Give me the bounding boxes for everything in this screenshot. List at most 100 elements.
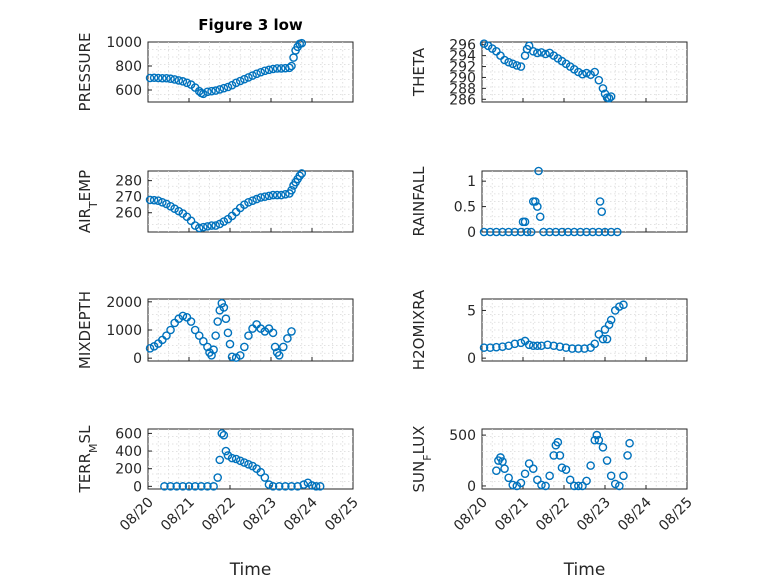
data-point — [211, 86, 220, 95]
x-tick-label: 08/21 — [492, 495, 532, 535]
y-tick-label: 0 — [467, 479, 476, 495]
data-point — [149, 73, 159, 83]
data-point — [153, 196, 163, 205]
data-point — [260, 473, 270, 482]
data-point — [492, 342, 501, 352]
data-point — [594, 227, 604, 237]
data-point — [311, 482, 321, 491]
data-point — [549, 451, 559, 460]
data-point — [500, 55, 509, 65]
data-point — [203, 87, 212, 97]
data-point — [533, 202, 542, 211]
data-point — [264, 65, 274, 75]
data-point — [533, 475, 542, 485]
data-point — [557, 463, 567, 472]
x-axis-label: Time — [229, 560, 272, 580]
data-point — [582, 476, 591, 486]
data-point — [574, 344, 583, 353]
data-point — [153, 73, 163, 83]
data-point — [274, 482, 284, 491]
data-point — [244, 73, 253, 82]
data-point — [516, 62, 526, 71]
data-point — [145, 344, 155, 353]
data-point — [178, 482, 188, 491]
data-point — [533, 341, 542, 351]
data-point — [597, 207, 607, 216]
data-point — [586, 461, 595, 470]
subplot-6: 5 0 H2OMIXRA — [410, 289, 688, 370]
y-tick-label: 5 — [467, 303, 476, 319]
y-tick-label: 0 — [467, 351, 476, 367]
data-point — [215, 455, 225, 465]
data-point — [178, 311, 188, 321]
data-point — [549, 341, 559, 351]
x-tick-label: 08/20 — [117, 495, 157, 535]
data-point — [619, 471, 628, 481]
data-point — [196, 482, 206, 491]
data-point — [602, 334, 612, 344]
y-axis-label: MIXDEPTH — [76, 291, 94, 369]
data-point — [268, 190, 278, 200]
data-point — [287, 185, 296, 195]
subplot-5: 2000 1000 0 MIXDEPTH — [76, 291, 354, 369]
data-point — [231, 353, 241, 362]
data-point — [276, 190, 286, 200]
data-point — [619, 300, 628, 310]
y-tick-label: 270 — [115, 190, 142, 206]
y-tick-label: 1 — [467, 174, 476, 190]
data-point — [256, 67, 266, 77]
y-tick-label: 294 — [449, 49, 476, 65]
data-point — [590, 435, 600, 445]
data-point — [504, 473, 513, 483]
data-point — [594, 435, 604, 445]
data-point — [287, 61, 296, 71]
x-tick-label: 08/25 — [656, 495, 696, 535]
data-point — [606, 92, 616, 101]
data-point — [537, 480, 546, 490]
data-point — [582, 227, 591, 237]
data-point — [252, 194, 261, 204]
data-point — [158, 73, 167, 83]
y-tick-label: 2000 — [106, 295, 142, 311]
data-point — [492, 227, 501, 237]
y-tick-label: 200 — [115, 462, 142, 478]
y-tick-label: 800 — [115, 59, 142, 75]
data-point — [590, 339, 600, 349]
y-tick-label: 600 — [115, 426, 142, 442]
y-tick-label: 0 — [133, 351, 142, 367]
data-point — [610, 479, 620, 489]
data-point — [524, 41, 534, 51]
data-point — [170, 75, 179, 84]
data-point — [211, 331, 220, 340]
y-tick-label: 260 — [115, 206, 142, 222]
y-axis-label-subscript: M — [87, 443, 100, 453]
data-point — [512, 61, 522, 70]
data-point — [207, 86, 216, 96]
data-point — [600, 227, 610, 237]
data-point — [578, 69, 587, 79]
y-axis-label-text: TERR — [76, 453, 94, 494]
data-point — [287, 327, 296, 336]
data-point — [223, 82, 233, 92]
data-point — [535, 212, 545, 222]
data-point — [264, 480, 274, 489]
data-point — [295, 171, 305, 181]
data-point — [498, 342, 507, 351]
data-point — [604, 320, 614, 330]
data-point — [567, 344, 577, 353]
y-axis-label-subscript: T — [87, 201, 100, 209]
y-axis-label: RAINFALL — [410, 166, 428, 237]
data-point — [281, 189, 290, 199]
data-point — [219, 83, 229, 93]
data-point — [582, 68, 591, 78]
y-tick-label: 1000 — [106, 35, 142, 51]
data-point — [225, 339, 235, 349]
data-point — [516, 478, 526, 488]
x-tick-label: 08/25 — [322, 495, 362, 535]
data-point — [184, 482, 194, 491]
y-axis-label-suffix: EMP — [76, 170, 94, 201]
data-point — [615, 481, 624, 491]
y-tick-label: 288 — [449, 81, 476, 97]
